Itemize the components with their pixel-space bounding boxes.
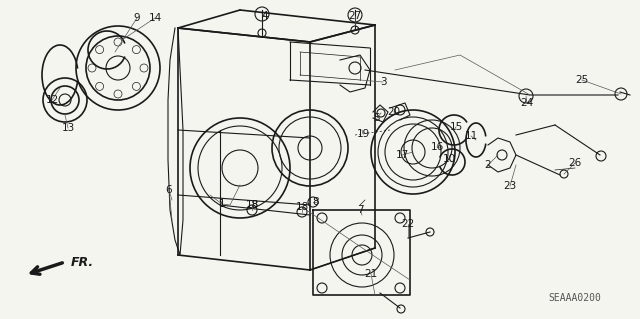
Text: 7: 7 (356, 205, 364, 215)
Text: 20: 20 (387, 107, 401, 117)
Text: 25: 25 (575, 75, 589, 85)
Text: 8: 8 (313, 197, 319, 207)
Text: 12: 12 (45, 95, 59, 105)
Text: 23: 23 (504, 181, 516, 191)
Text: 4: 4 (262, 11, 268, 21)
Text: 19: 19 (356, 129, 370, 139)
Text: 5: 5 (374, 113, 380, 123)
Text: 27: 27 (348, 11, 362, 21)
Text: 24: 24 (520, 98, 534, 108)
Text: 1: 1 (219, 199, 225, 209)
Text: 18: 18 (245, 200, 259, 210)
Text: 21: 21 (364, 269, 378, 279)
Text: 18: 18 (296, 202, 308, 212)
Text: 15: 15 (449, 122, 463, 132)
Text: 9: 9 (134, 13, 140, 23)
Text: 11: 11 (465, 131, 477, 141)
Text: 3: 3 (380, 77, 387, 87)
Text: FR.: FR. (71, 256, 94, 270)
Text: 13: 13 (61, 123, 75, 133)
Text: 17: 17 (396, 150, 408, 160)
Text: 10: 10 (442, 154, 456, 164)
Text: 2: 2 (484, 160, 492, 170)
Text: 26: 26 (568, 158, 582, 168)
Text: 18: 18 (245, 200, 259, 210)
Text: 14: 14 (148, 13, 162, 23)
Text: 6: 6 (166, 185, 172, 195)
Text: SEAAA0200: SEAAA0200 (548, 293, 602, 303)
Text: 16: 16 (430, 142, 444, 152)
Text: 22: 22 (401, 219, 415, 229)
